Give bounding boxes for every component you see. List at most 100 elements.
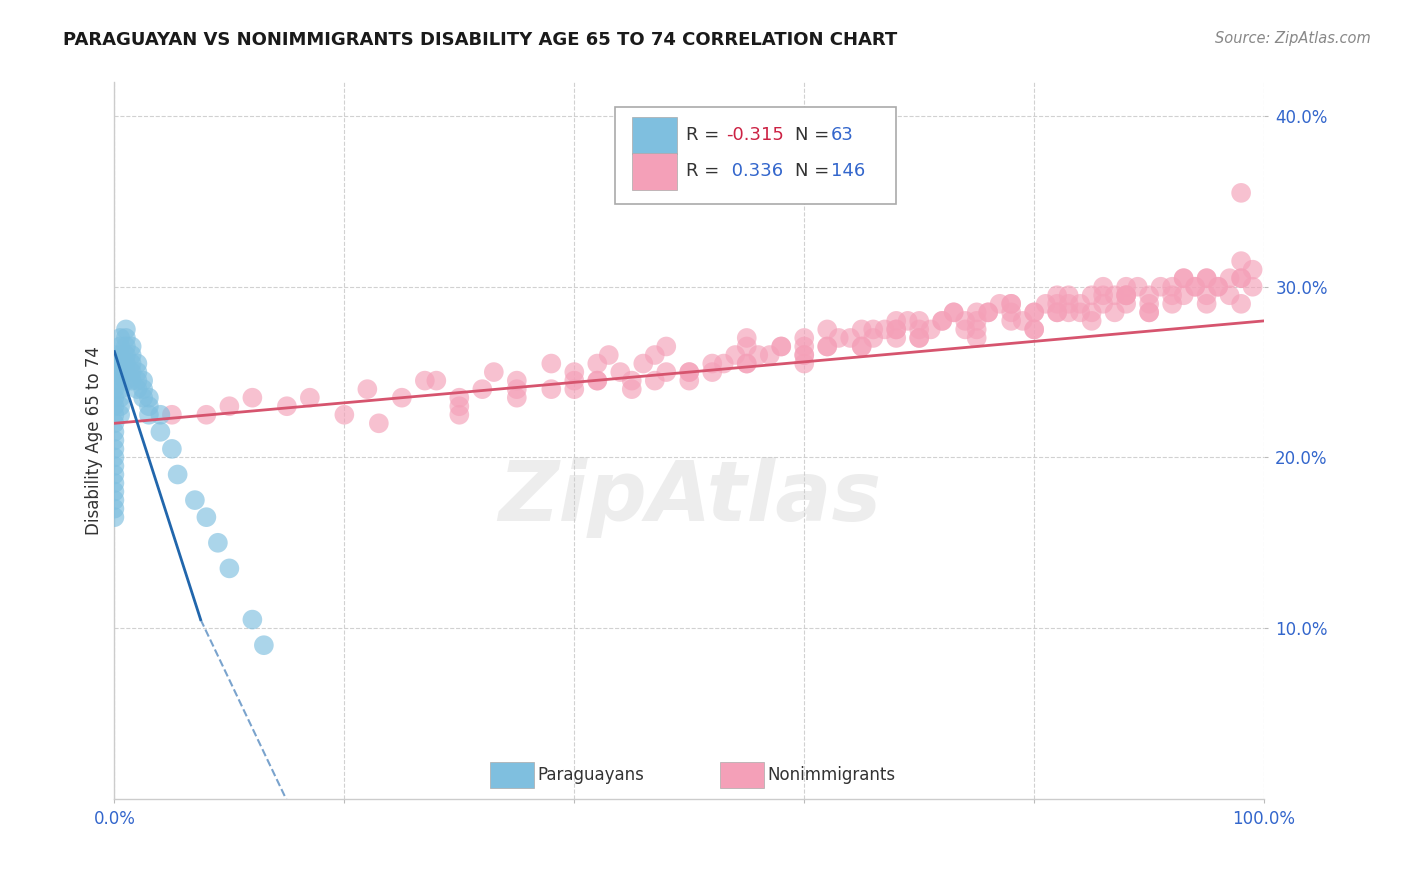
Point xyxy=(103,476,125,491)
Text: R =: R = xyxy=(686,126,725,144)
Point xyxy=(988,297,1011,311)
Point xyxy=(115,322,138,336)
Point xyxy=(367,417,389,431)
Point xyxy=(1137,297,1160,311)
Point xyxy=(1000,314,1022,328)
Point xyxy=(449,408,471,422)
Point xyxy=(1092,297,1115,311)
Point xyxy=(218,399,240,413)
Point xyxy=(747,348,769,362)
FancyBboxPatch shape xyxy=(631,153,676,190)
Point xyxy=(1115,288,1137,302)
Point xyxy=(127,357,149,371)
Point xyxy=(1137,288,1160,302)
Point xyxy=(655,339,678,353)
Point xyxy=(839,331,862,345)
Point xyxy=(1126,279,1149,293)
Point xyxy=(138,391,160,405)
Point xyxy=(103,408,125,422)
Point xyxy=(108,399,131,413)
Point xyxy=(121,339,143,353)
Point xyxy=(103,484,125,499)
Text: N =: N = xyxy=(794,126,835,144)
Point xyxy=(506,382,529,396)
Point xyxy=(108,339,131,353)
Point xyxy=(908,331,931,345)
Point xyxy=(207,536,229,550)
Point xyxy=(1115,279,1137,293)
Point xyxy=(931,314,953,328)
Point xyxy=(655,365,678,379)
Point xyxy=(586,374,609,388)
Point xyxy=(127,374,149,388)
Point xyxy=(121,357,143,371)
Point xyxy=(598,348,620,362)
Text: Paraguayans: Paraguayans xyxy=(537,766,644,784)
Point xyxy=(1173,271,1195,285)
Point xyxy=(160,408,183,422)
Point xyxy=(108,365,131,379)
FancyBboxPatch shape xyxy=(720,763,763,788)
Point xyxy=(115,331,138,345)
Point xyxy=(815,339,838,353)
Point xyxy=(298,391,321,405)
Point xyxy=(1161,279,1184,293)
Point xyxy=(1000,297,1022,311)
Point xyxy=(449,391,471,405)
Point xyxy=(1241,262,1264,277)
Point xyxy=(121,348,143,362)
Point xyxy=(276,399,298,413)
Point xyxy=(506,391,529,405)
Point xyxy=(121,374,143,388)
Point xyxy=(103,348,125,362)
FancyBboxPatch shape xyxy=(631,117,676,154)
Point xyxy=(862,322,884,336)
Point xyxy=(735,357,758,371)
Point xyxy=(1080,305,1102,319)
Point xyxy=(149,408,172,422)
Point xyxy=(115,339,138,353)
Point xyxy=(1069,305,1091,319)
Point xyxy=(1092,279,1115,293)
Point xyxy=(966,305,988,319)
Point xyxy=(793,357,815,371)
Point xyxy=(127,382,149,396)
Point xyxy=(1206,279,1229,293)
Text: R =: R = xyxy=(686,161,725,180)
Point xyxy=(1195,297,1218,311)
Point xyxy=(586,357,609,371)
Text: 63: 63 xyxy=(831,126,853,144)
Point xyxy=(862,331,884,345)
Point xyxy=(1173,271,1195,285)
Point xyxy=(138,408,160,422)
Point xyxy=(1069,297,1091,311)
Point xyxy=(1024,322,1046,336)
Point xyxy=(1000,297,1022,311)
Point xyxy=(793,339,815,353)
Text: PARAGUAYAN VS NONIMMIGRANTS DISABILITY AGE 65 TO 74 CORRELATION CHART: PARAGUAYAN VS NONIMMIGRANTS DISABILITY A… xyxy=(63,31,897,49)
Point xyxy=(953,314,976,328)
Point xyxy=(103,374,125,388)
Point xyxy=(908,331,931,345)
Point xyxy=(942,305,965,319)
Point xyxy=(103,417,125,431)
Point xyxy=(103,425,125,439)
Point xyxy=(884,314,907,328)
Point xyxy=(103,458,125,473)
Point xyxy=(884,322,907,336)
Point xyxy=(115,365,138,379)
Point xyxy=(735,339,758,353)
Point xyxy=(1057,288,1080,302)
Point xyxy=(633,357,655,371)
Point xyxy=(1046,297,1069,311)
Point xyxy=(953,322,976,336)
FancyBboxPatch shape xyxy=(614,107,896,203)
Point xyxy=(115,348,138,362)
Point xyxy=(540,382,562,396)
Point xyxy=(132,382,155,396)
Point xyxy=(1219,288,1241,302)
Point xyxy=(920,322,942,336)
Point xyxy=(1137,305,1160,319)
Point xyxy=(218,561,240,575)
Point xyxy=(115,357,138,371)
